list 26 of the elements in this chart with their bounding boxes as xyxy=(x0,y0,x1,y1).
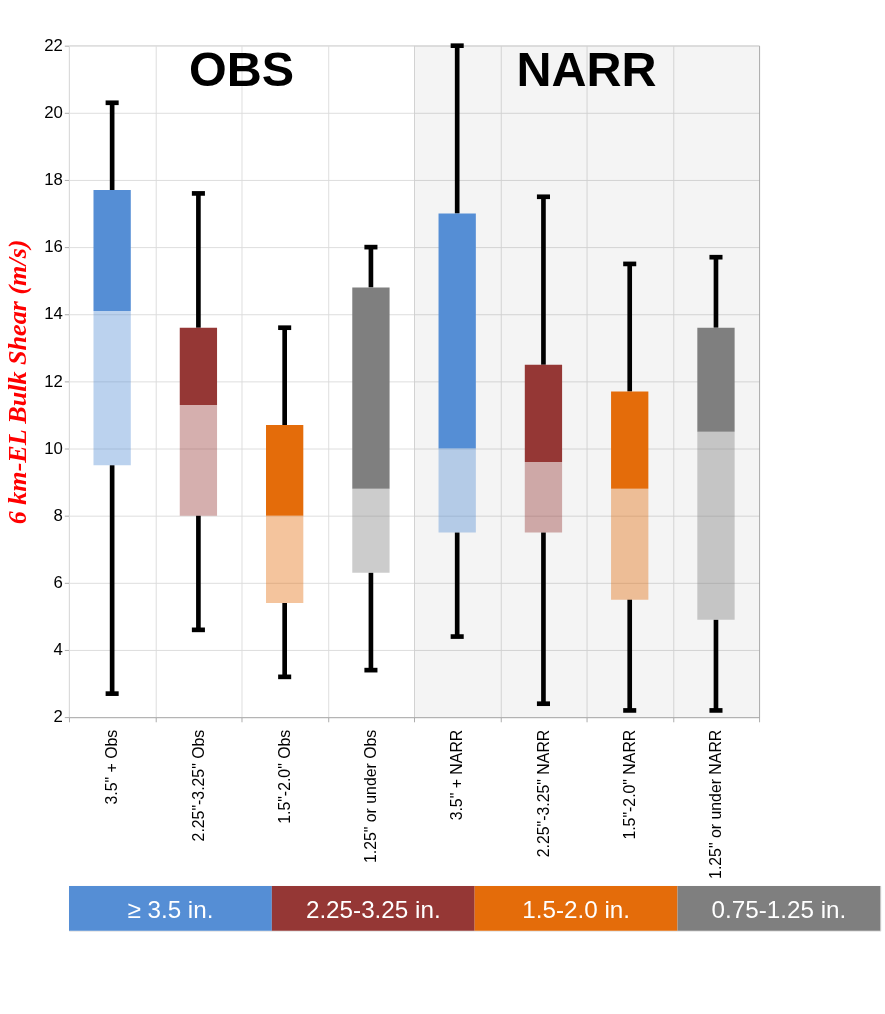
x-tick-label: 1.5"-2.0" NARR xyxy=(620,729,638,840)
x-tick-label: 2.25"-3.25" NARR xyxy=(534,729,552,858)
x-tick-label: 1.5"-2.0" Obs xyxy=(275,729,293,824)
text: 0.75-1.25 in. xyxy=(711,895,847,923)
y-tick-label: 22 xyxy=(44,35,63,55)
text: ≥ 3.5 in. xyxy=(127,895,214,923)
y-tick-label: 14 xyxy=(44,304,63,324)
y-tick-label: 2 xyxy=(53,707,63,727)
y-tick-label: 18 xyxy=(44,170,63,190)
y-tick-label: 8 xyxy=(53,505,63,525)
text: 2.25-3.25 in. xyxy=(305,895,441,923)
x-tick-label: 1.25" or under NARR xyxy=(707,729,725,879)
x-tick-label: 2.25"-3.25" Obs xyxy=(189,729,207,842)
y-tick-label: 4 xyxy=(53,640,63,660)
x-tick-label: 1.25" or under Obs xyxy=(362,729,380,864)
band-label: NARR xyxy=(516,41,657,96)
x-tick-label: 3.5" + NARR xyxy=(448,729,466,821)
y-tick-label: 6 xyxy=(53,572,63,592)
y-tick-label: 20 xyxy=(44,102,63,122)
y-tick-label: 12 xyxy=(44,371,63,391)
text: 1.5-2.0 in. xyxy=(522,895,630,923)
band-label: OBS xyxy=(188,41,295,96)
x-tick-label: 3.5" + Obs xyxy=(103,729,121,805)
y-tick-label: 16 xyxy=(44,237,63,257)
y-tick-label: 10 xyxy=(44,438,63,458)
y-axis-title: 6 km-EL Bulk Shear (m/s) xyxy=(2,239,32,525)
